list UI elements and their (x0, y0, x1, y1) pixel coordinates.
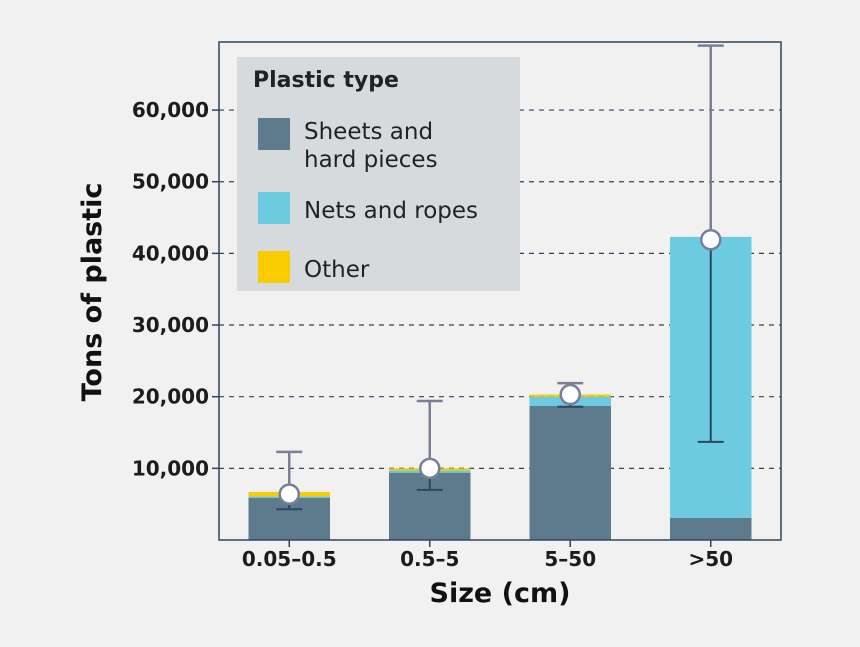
y-axis-ticks: 10,000 20,000 30,000 40,000 50,000 60,000 (132, 98, 219, 480)
y-tick-label: 30,000 (132, 313, 209, 337)
legend-label-line: hard pieces (304, 147, 438, 173)
data-point (700, 229, 722, 251)
legend-swatch (258, 118, 290, 150)
legend-label-line: Sheets and (304, 119, 433, 145)
legend-label: Other (304, 257, 370, 283)
x-tick-label: >50 (688, 547, 733, 571)
bar-segment-sheets (529, 406, 611, 540)
legend-entries: Sheets and hard pieces Nets and ropes Other (258, 118, 478, 283)
y-axis-title: Tons of plastic (77, 183, 108, 402)
legend-label-line: Nets and ropes (304, 198, 478, 224)
x-tick-label: 0.5–5 (400, 547, 459, 571)
data-point (278, 483, 300, 505)
bar-segment-sheets (670, 517, 752, 540)
legend-label: Sheets and hard pieces (304, 119, 438, 173)
points-group (278, 229, 722, 505)
data-point (419, 457, 441, 480)
legend-title: Plastic type (253, 68, 399, 93)
y-tick-label: 20,000 (132, 385, 209, 409)
y-tick-label: 10,000 (132, 456, 209, 480)
x-tick-label: 5–50 (544, 547, 596, 571)
x-axis-ticks: 0.05–0.5 0.5–5 5–50 >50 (242, 540, 733, 571)
x-tick-label: 0.05–0.5 (242, 547, 337, 571)
legend-label-line: Other (304, 257, 370, 283)
legend: Plastic type Sheets and hard pieces Nets a… (237, 57, 520, 291)
y-tick-label: 40,000 (132, 241, 209, 265)
legend-swatch (258, 192, 290, 224)
legend-label: Nets and ropes (304, 198, 478, 224)
x-axis-title: Size (cm) (430, 578, 571, 609)
legend-swatch (258, 251, 290, 283)
plot-frame (218, 41, 782, 541)
y-tick-label: 60,000 (132, 98, 209, 122)
y-tick-label: 50,000 (132, 170, 209, 194)
data-point (559, 383, 581, 406)
